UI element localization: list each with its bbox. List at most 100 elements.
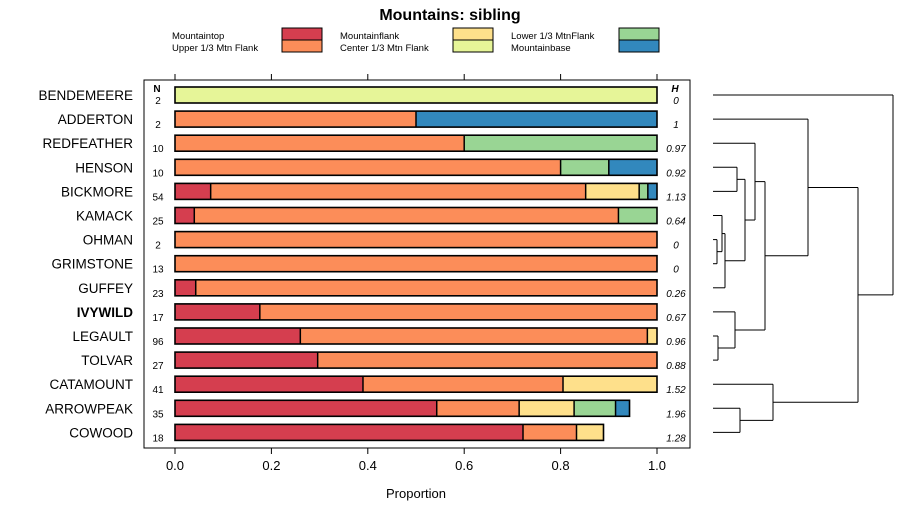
h-column-header: H — [671, 84, 679, 95]
row-label: BENDEMEERE — [38, 88, 133, 103]
bar-row-catamount: CATAMOUNT 41 1.52 — [50, 375, 686, 396]
row-h-value: 0 — [673, 265, 679, 276]
bar-row-cowood: COWOOD 18 1.28 — [69, 423, 686, 444]
bar-row-guffey: GUFFEY 23 0.26 — [78, 278, 686, 300]
row-label: GUFFEY — [78, 281, 133, 296]
bar-segment-mountaintop — [175, 376, 363, 393]
bar-row-kamack: KAMACK 25 0.64 — [76, 206, 686, 228]
legend-label-mountaintop: Mountaintop — [172, 31, 224, 42]
bar-segment-base — [615, 400, 630, 417]
row-label: ARROWPEAK — [45, 401, 133, 416]
row-label: ADDERTON — [58, 112, 133, 127]
x-tick-label: 0.6 — [455, 458, 473, 473]
bar-segment-center — [175, 87, 657, 103]
bar-segment-base — [416, 111, 657, 128]
bar-segment-mountaintop — [175, 400, 437, 417]
row-h-value: 1.52 — [666, 385, 686, 396]
x-tick-label: 0.4 — [359, 458, 377, 473]
row-label: TOLVAR — [81, 353, 133, 368]
bar-segment-flank — [563, 376, 657, 393]
bar-outline — [174, 351, 658, 369]
bar-outline — [174, 278, 658, 297]
row-n-value: 2 — [155, 96, 161, 107]
bar-outline — [174, 86, 658, 104]
bar-outline — [174, 327, 658, 345]
row-n-value: 17 — [152, 313, 164, 324]
bar-segment-mountaintop — [175, 279, 196, 296]
bar-segment-upper — [436, 400, 520, 417]
bar-segment-upper — [195, 279, 657, 296]
row-n-value: 41 — [152, 385, 164, 396]
bar-segment-upper — [259, 303, 657, 320]
bar-row-grimstone: GRIMSTONE 13 0 — [51, 254, 679, 276]
bar-outline — [174, 375, 658, 394]
x-tick-label: 1.0 — [648, 458, 666, 473]
bar-segment-flank — [647, 328, 657, 344]
row-n-value: 54 — [152, 192, 164, 203]
bar-segment-base — [647, 183, 657, 200]
row-label: KAMACK — [76, 209, 133, 224]
row-n-value: 35 — [152, 409, 164, 420]
bar-segment-lower — [639, 183, 648, 200]
x-axis-label: Proportion — [386, 486, 446, 501]
row-n-value: 2 — [155, 120, 161, 131]
bar-segment-lower — [618, 207, 657, 224]
bar-segment-upper — [300, 328, 648, 344]
legend-swatch-lower — [618, 27, 660, 41]
legend-label-flank: Mountainflank — [340, 31, 399, 42]
bar-segment-lower — [464, 135, 657, 152]
bar-outline — [174, 423, 605, 442]
bar-segment-upper — [317, 352, 657, 369]
bar-segment-upper — [175, 255, 657, 272]
row-h-value: 0.67 — [666, 313, 686, 324]
bar-row-bendemeere: BENDEMEERE 2 0 — [38, 86, 679, 107]
bar-segment-upper — [175, 111, 416, 128]
row-label: OHMAN — [83, 233, 133, 248]
row-n-value: 2 — [155, 241, 161, 252]
x-tick-label: 0.8 — [552, 458, 570, 473]
bar-row-bickmore: BICKMORE 54 1.13 — [61, 182, 686, 203]
bar-outline — [174, 134, 658, 152]
bar-segment-mountaintop — [175, 328, 301, 344]
bar-outline — [174, 182, 658, 201]
bar-segment-mountaintop — [175, 424, 524, 441]
row-h-value: 1.28 — [666, 433, 686, 444]
legend-swatch-flank — [452, 27, 494, 41]
legend-swatch-center — [452, 39, 494, 53]
row-h-value: 1 — [673, 120, 679, 131]
row-label: IVYWILD — [77, 305, 133, 320]
legend-swatch-mountaintop — [281, 27, 323, 41]
row-h-value: 0.26 — [666, 289, 686, 300]
bar-row-tolvar: TOLVAR 27 0.88 — [81, 351, 686, 372]
row-h-value: 0 — [673, 241, 679, 252]
row-h-value: 0 — [673, 96, 679, 107]
bar-outline — [174, 230, 658, 249]
bar-row-ohman: OHMAN 2 0 — [83, 230, 679, 252]
legend-label-base: Mountainbase — [511, 43, 571, 54]
bar-segment-flank — [576, 424, 604, 441]
row-n-value: 10 — [152, 168, 164, 179]
row-label: CATAMOUNT — [50, 377, 134, 392]
row-h-value: 0.64 — [666, 217, 686, 228]
bar-segment-flank — [519, 400, 575, 417]
row-h-value: 0.92 — [666, 168, 686, 179]
row-h-value: 1.96 — [666, 409, 686, 420]
row-label: REDFEATHER — [42, 136, 133, 151]
bar-outline — [174, 303, 658, 321]
row-n-value: 25 — [152, 217, 164, 228]
bar-segment-upper — [194, 207, 619, 224]
bar-segment-lower — [560, 159, 609, 176]
bar-outline — [174, 399, 631, 418]
bar-outline — [174, 254, 658, 273]
bar-segment-upper — [175, 159, 561, 176]
bar-segment-lower — [574, 400, 616, 417]
bar-segment-mountaintop — [175, 207, 195, 224]
row-n-value: 13 — [152, 265, 164, 276]
bar-outline — [174, 110, 658, 128]
chart-title: Mountains: sibling — [379, 7, 520, 24]
bar-rows: BENDEMEERE 2 0 ADDERTON 2 1 REDFEATHER 10 0.97 HE… — [38, 86, 686, 444]
bar-row-legault: LEGAULT 96 0.96 — [72, 327, 686, 348]
bar-row-redfeather: REDFEATHER 10 0.97 — [42, 134, 686, 155]
row-h-value: 0.88 — [666, 361, 686, 372]
